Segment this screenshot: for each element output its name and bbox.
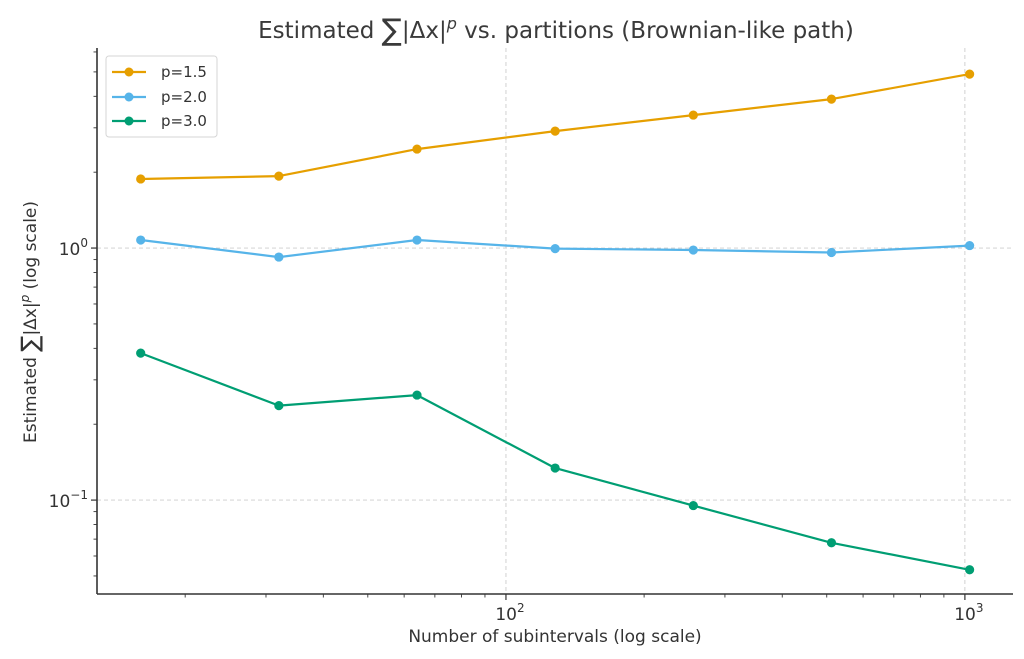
minor-ticks bbox=[93, 51, 945, 598]
data-point bbox=[136, 235, 146, 245]
major-ticks bbox=[91, 247, 966, 600]
legend-dot-marker bbox=[124, 116, 134, 126]
legend-dot-marker bbox=[124, 92, 134, 102]
x-tick-label: 102 bbox=[495, 601, 524, 625]
series-p-3-0 bbox=[136, 348, 975, 575]
data-point bbox=[826, 94, 837, 104]
data-point bbox=[826, 247, 837, 258]
series-line bbox=[140, 352, 970, 571]
data-point bbox=[412, 390, 422, 400]
y-axis-label: Estimated ∑|Δx|p (log scale) bbox=[16, 201, 44, 443]
data-point bbox=[965, 565, 975, 575]
chart-title: Estimated ∑|Δx|p vs. partitions (Brownia… bbox=[258, 13, 854, 48]
data-point bbox=[274, 171, 284, 181]
x-tick-label: 103 bbox=[954, 601, 983, 625]
data-point bbox=[136, 174, 146, 184]
y-tick-label: 100 bbox=[59, 236, 88, 260]
legend-label: p=3.0 bbox=[161, 112, 207, 130]
data-point bbox=[965, 240, 975, 251]
data-point bbox=[550, 126, 560, 136]
legend-dot-marker bbox=[124, 67, 134, 77]
legend: p=1.5 p=2.0 p=3.0 bbox=[105, 55, 218, 138]
data-point bbox=[688, 110, 698, 120]
series-layer bbox=[136, 69, 975, 575]
legend-label: p=2.0 bbox=[161, 88, 207, 106]
legend-item: p=2.0 bbox=[112, 88, 207, 106]
series-p-1-5 bbox=[136, 69, 975, 184]
y-tick-label: 10−1 bbox=[49, 488, 88, 512]
legend-item: p=3.0 bbox=[112, 112, 207, 130]
data-point bbox=[550, 244, 560, 254]
data-point bbox=[688, 245, 698, 255]
data-point bbox=[412, 144, 422, 154]
data-point bbox=[274, 401, 284, 411]
series-p-2-0 bbox=[136, 235, 975, 262]
legend-item: p=1.5 bbox=[112, 63, 207, 81]
data-point bbox=[412, 235, 422, 245]
data-point bbox=[688, 500, 698, 511]
data-point bbox=[826, 538, 837, 548]
data-point bbox=[274, 252, 284, 262]
legend-frame bbox=[105, 55, 218, 138]
data-point bbox=[136, 348, 146, 358]
data-point bbox=[965, 69, 975, 79]
x-axis-label: Number of subintervals (log scale) bbox=[408, 627, 701, 647]
data-point bbox=[550, 463, 560, 473]
legend-label: p=1.5 bbox=[161, 63, 207, 81]
